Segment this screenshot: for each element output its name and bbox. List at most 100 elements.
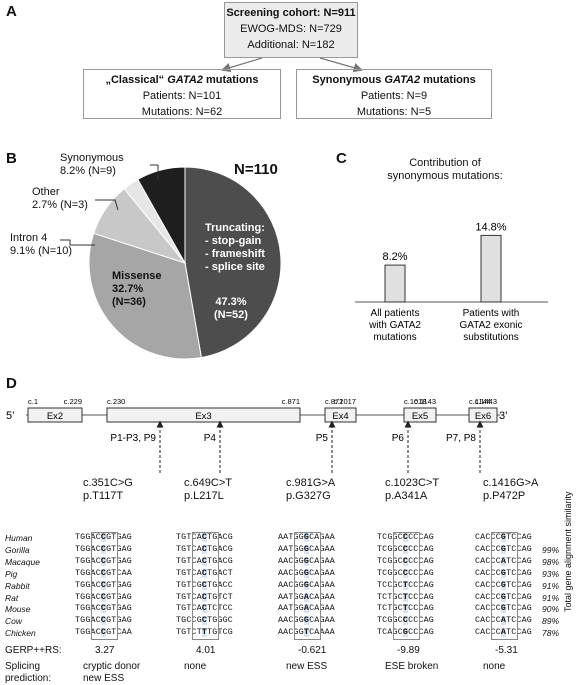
pie-chart: [60, 164, 282, 360]
alignment-2-cow: TGCCGCTGGGC: [176, 616, 233, 626]
alignment-2-gorilla: TGTCACTGACG: [176, 544, 233, 554]
alignment-1-gorilla: TGGACCGTGAG: [75, 544, 132, 554]
alignment-2-human: TGTCACTGACG: [176, 533, 233, 542]
exon-ex3: [106, 407, 301, 423]
species-macaque: Macaque: [5, 556, 40, 567]
alignment-1-chicken: TGGACCGTCAA: [75, 628, 132, 638]
label-missense: Missense 32.7% (N=36): [112, 270, 162, 309]
codon-box-1: [91, 532, 118, 641]
codon-box-3: [294, 532, 321, 641]
bar-category-label-2-3: substitutions: [463, 332, 519, 343]
alignment-3-rat: AATGGACAGAA: [278, 592, 335, 602]
gerp-value-3: -0.621: [298, 645, 327, 656]
missense-n: (N=36): [112, 296, 146, 308]
pie-slice-truncating: [184, 166, 282, 359]
similarity-chicken: 78%: [542, 628, 560, 639]
prime3-label: 3’: [499, 410, 508, 422]
species-mouse: Mouse: [5, 604, 31, 615]
alignment-3-cow: AACGGGCAGAA: [278, 616, 335, 626]
panel-c-letter: C: [336, 150, 347, 167]
species-rabbit: Rabbit: [5, 580, 30, 591]
alignment-2-rabbit: TGTCGCTGACC: [176, 580, 233, 590]
alignment-4-pig: TCGGCCCCCAG: [377, 568, 434, 578]
alignment-2-mouse: TGTCACTCTCC: [176, 604, 233, 614]
patient-label-4: P6: [392, 433, 405, 444]
missense-title: Missense: [112, 270, 162, 282]
alignment-4-gorilla: TCGGCCCCCAG: [377, 544, 434, 554]
exon-start-2: c.230: [107, 397, 125, 406]
mutation-protein-1: p.T117T: [83, 490, 124, 502]
alignment-4-chicken: TCAGCGCCCAG: [377, 628, 434, 638]
exon-label-3: Ex4: [332, 411, 348, 422]
mutation-cdna-1: c.351C>G: [83, 477, 133, 489]
exon-end-3: c.1017: [333, 397, 356, 406]
similarity-pig: 93%: [542, 568, 560, 579]
truncating-2: - frameshift: [205, 248, 265, 260]
truncating-title: Truncating:: [205, 222, 265, 234]
mutation-cdna-5: c.1416G>A: [483, 477, 539, 489]
pie-total: N=110: [234, 161, 278, 178]
splice-label-1: Splicing: [5, 661, 41, 672]
bar-1: [384, 264, 406, 303]
exon-label-2: Ex3: [195, 411, 211, 422]
alignment-4-macaque: TCGGCCCCCAG: [377, 556, 434, 566]
leader-synonymous: [150, 164, 159, 180]
bar-category-label-2-1: Patients with: [463, 308, 520, 319]
prime5-label: 5’: [6, 410, 15, 422]
similarity-macaque: 98%: [542, 556, 560, 567]
gerp-value-4: -9.89: [397, 645, 420, 656]
exon-start-5: c.1144: [469, 397, 491, 406]
mutation-protein-2: p.L217L: [184, 490, 224, 502]
synonymous-title: Synonymous GATA2 mutations: [312, 74, 476, 86]
panel-a-arrows: [220, 57, 364, 73]
bar-value-label-1: 8.2%: [382, 251, 407, 263]
bar-category-label-1-3: mutations: [373, 332, 416, 343]
arrow-to-synonymous: [319, 57, 364, 73]
truncating-3: - splice site: [205, 261, 265, 273]
alignment-3-human: AATGGGCAGAA: [278, 533, 335, 542]
panel-a-letter: A: [6, 3, 17, 20]
exon-ex2: [27, 407, 83, 423]
alignment-3-gorilla: AATGGGCAGAA: [278, 544, 335, 554]
alignment-3-chicken: AACGGTCAAAA: [278, 628, 335, 638]
alignment-5-human: CACCCGTCCAG: [475, 533, 532, 542]
patient-label-1: P1-P3, P9: [110, 433, 156, 444]
species-pig: Pig: [5, 568, 18, 579]
leader-intron: [60, 239, 95, 246]
alignment-1-rat: TGGACCGTGAG: [75, 592, 132, 602]
label-synonymous-val: 8.2% (N=9): [60, 165, 116, 177]
splice-value-1-1: cryptic donor: [83, 661, 141, 672]
leader-other: [95, 199, 119, 211]
alignment-1-pig: TGGACCGTCAA: [75, 568, 132, 578]
panel-c-title-2: synonymous mutations:: [387, 170, 503, 182]
exon-start-1: c.1: [28, 397, 38, 406]
label-truncating: Truncating: - stop-gain - frameshift - s…: [205, 222, 265, 274]
species-human: Human: [5, 533, 33, 543]
species-rat: Rat: [5, 592, 19, 603]
label-other-name: Other: [32, 186, 60, 198]
splice-value-2-1: none: [184, 661, 207, 672]
missense-pct: 32.7%: [112, 283, 144, 295]
codon-box-4: [393, 532, 420, 641]
similarity-rabbit: 91%: [542, 580, 560, 591]
alignment-5-macaque: CACCCATCCAG: [475, 556, 532, 566]
truncating-n: (N=52): [214, 309, 248, 321]
mutation-protein-5: p.P472P: [483, 490, 526, 502]
label-intron-name: Intron 4: [10, 232, 48, 244]
patient-label-2: P4: [204, 433, 217, 444]
screening-line1: EWOG-MDS: N=729: [240, 23, 342, 35]
gerp-label: GERP++RS:: [5, 645, 62, 656]
similarity-mouse: 90%: [542, 604, 560, 615]
exon-ex5: [403, 407, 437, 423]
alignment-4-mouse: TCTGCTCCCAG: [377, 604, 434, 614]
bar-category-label-2-2: GATA2 exonic: [460, 320, 523, 331]
panel-c-title-1: Contribution of: [409, 157, 481, 169]
species-gorilla: Gorilla: [5, 544, 30, 555]
bar-2: [480, 234, 502, 303]
alignment-4-cow: TCGGCCCCCAG: [377, 616, 434, 626]
alignment-3-rabbit: AACGGGCAGAA: [278, 580, 335, 590]
alignment-5-chicken: CACCCATCCAG: [475, 628, 532, 638]
label-intron-val: 9.1% (N=10): [10, 245, 73, 257]
alignment-1-macaque: TGGACCGTGAG: [75, 556, 132, 566]
